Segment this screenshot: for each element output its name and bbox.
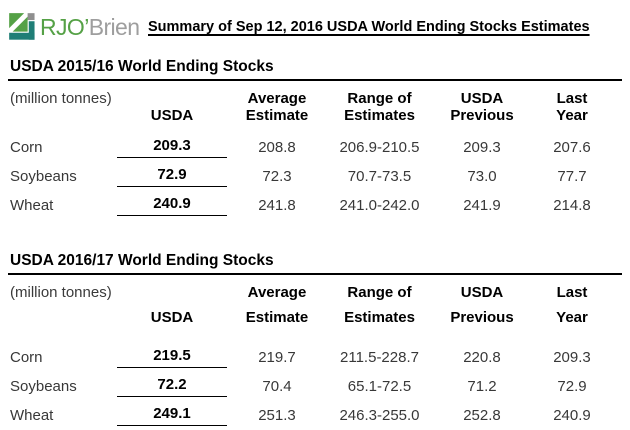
- section-title-2016-17: USDA 2016/17 World Ending Stocks: [8, 252, 622, 275]
- col-usda-line2: USDA: [150, 107, 194, 124]
- range-value: 246.3-255.0: [339, 407, 420, 424]
- range-value: 211.5-228.7: [340, 349, 419, 366]
- col-average-line2: Estimate: [245, 309, 309, 326]
- usda-value: 72.2: [117, 376, 227, 397]
- average-estimate-value: 241.8: [258, 197, 296, 214]
- row-label: Wheat: [10, 407, 54, 424]
- brand-wordmark-primary: RJO’: [40, 13, 89, 40]
- unit-label: (million tonnes): [10, 284, 112, 301]
- unit-spacer: [10, 108, 117, 125]
- col-range-line2: Estimates: [344, 309, 415, 326]
- rjobrien-logo-icon: [9, 13, 35, 40]
- range-value: 206.9-210.5: [339, 139, 420, 156]
- col-average-line2: Estimate: [245, 107, 309, 124]
- header-line-1: (million tonnes) Average Range of USDA L…: [8, 285, 622, 310]
- range-value: 241.0-242.0: [339, 197, 420, 214]
- col-lastyear-line1: Last: [556, 90, 588, 107]
- col-range-line1: Range of: [347, 90, 412, 107]
- section-2015-16: USDA 2015/16 World Ending Stocks (millio…: [8, 58, 622, 220]
- usda-value: 240.9: [117, 195, 227, 216]
- unit-label: (million tonnes): [10, 90, 112, 107]
- col-range-line1: Range of: [347, 284, 412, 301]
- range-value: 70.7-73.5: [347, 168, 412, 185]
- column-headers: (million tonnes) Average Range of USDA L…: [8, 91, 622, 125]
- table-row-corn: Corn 209.3 208.8 206.9-210.5 209.3 207.6: [8, 133, 622, 162]
- table-rows: Corn 219.5 219.7 211.5-228.7 220.8 209.3…: [8, 343, 622, 430]
- average-estimate-value: 251.3: [258, 407, 296, 424]
- usda-value: 219.5: [117, 347, 227, 368]
- last-year-value: 214.8: [553, 197, 591, 214]
- row-label: Soybeans: [10, 378, 77, 395]
- usda-value: 209.3: [117, 137, 227, 158]
- average-estimate-value: 208.8: [258, 139, 296, 156]
- brand-wordmark: RJO’Brien: [40, 13, 140, 41]
- col-previous-line1: USDA: [460, 90, 504, 107]
- range-value: 65.1-72.5: [347, 378, 412, 395]
- row-label: Corn: [10, 139, 43, 156]
- header-line-2: USDA Estimate Estimates Previous Year: [8, 310, 622, 335]
- page-title: Summary of Sep 12, 2016 USDA World Endin…: [148, 19, 590, 35]
- col-usda-spacer: [117, 285, 227, 310]
- last-year-value: 240.9: [553, 407, 591, 424]
- table-rows: Corn 209.3 208.8 206.9-210.5 209.3 207.6…: [8, 133, 622, 220]
- row-label: Wheat: [10, 197, 54, 214]
- column-headers: (million tonnes) Average Range of USDA L…: [8, 285, 622, 335]
- rjobrien-logo: RJO’Brien: [8, 12, 140, 42]
- col-average-line1: Average: [247, 90, 307, 107]
- col-previous-line1: USDA: [460, 284, 504, 301]
- table-row-wheat: Wheat 240.9 241.8 241.0-242.0 241.9 214.…: [8, 191, 622, 220]
- table-row-soybeans: Soybeans 72.2 70.4 65.1-72.5 71.2 72.9: [8, 372, 622, 401]
- header-line-1: (million tonnes) Average Range of USDA L…: [8, 91, 622, 108]
- row-label: Soybeans: [10, 168, 77, 185]
- average-estimate-value: 70.4: [262, 378, 292, 395]
- col-previous-line2: Previous: [450, 309, 514, 326]
- last-year-value: 72.9: [557, 378, 587, 395]
- table-row-wheat: Wheat 249.1 251.3 246.3-255.0 252.8 240.…: [8, 401, 622, 430]
- col-lastyear-line2: Year: [556, 309, 588, 326]
- usda-value: 249.1: [117, 405, 227, 426]
- usda-previous-value: 220.8: [463, 349, 501, 366]
- last-year-value: 209.3: [553, 349, 591, 366]
- row-label: Corn: [10, 349, 43, 366]
- col-average-line1: Average: [247, 284, 307, 301]
- section-2016-17: USDA 2016/17 World Ending Stocks (millio…: [8, 252, 622, 430]
- average-estimate-value: 219.7: [258, 349, 296, 366]
- col-usda-spacer: [117, 91, 227, 108]
- report-header: RJO’Brien Summary of Sep 12, 2016 USDA W…: [0, 0, 630, 42]
- brand-wordmark-secondary: Brien: [88, 13, 140, 40]
- table-row-corn: Corn 219.5 219.7 211.5-228.7 220.8 209.3: [8, 343, 622, 372]
- average-estimate-value: 72.3: [262, 168, 292, 185]
- table-row-soybeans: Soybeans 72.9 72.3 70.7-73.5 73.0 77.7: [8, 162, 622, 191]
- usda-previous-value: 71.2: [467, 378, 497, 395]
- col-previous-line2: Previous: [450, 107, 514, 124]
- section-title-2015-16: USDA 2015/16 World Ending Stocks: [8, 58, 622, 81]
- col-lastyear-line1: Last: [556, 284, 588, 301]
- usda-previous-value: 209.3: [463, 139, 501, 156]
- col-lastyear-line2: Year: [556, 107, 588, 124]
- unit-spacer: [10, 310, 117, 335]
- usda-previous-value: 73.0: [467, 168, 497, 185]
- usda-value: 72.9: [117, 166, 227, 187]
- header-line-2: USDA Estimate Estimates Previous Year: [8, 108, 622, 125]
- last-year-value: 207.6: [553, 139, 591, 156]
- col-usda-line2: USDA: [150, 309, 194, 326]
- usda-previous-value: 241.9: [463, 197, 501, 214]
- col-range-line2: Estimates: [344, 107, 415, 124]
- usda-previous-value: 252.8: [463, 407, 501, 424]
- last-year-value: 77.7: [557, 168, 587, 185]
